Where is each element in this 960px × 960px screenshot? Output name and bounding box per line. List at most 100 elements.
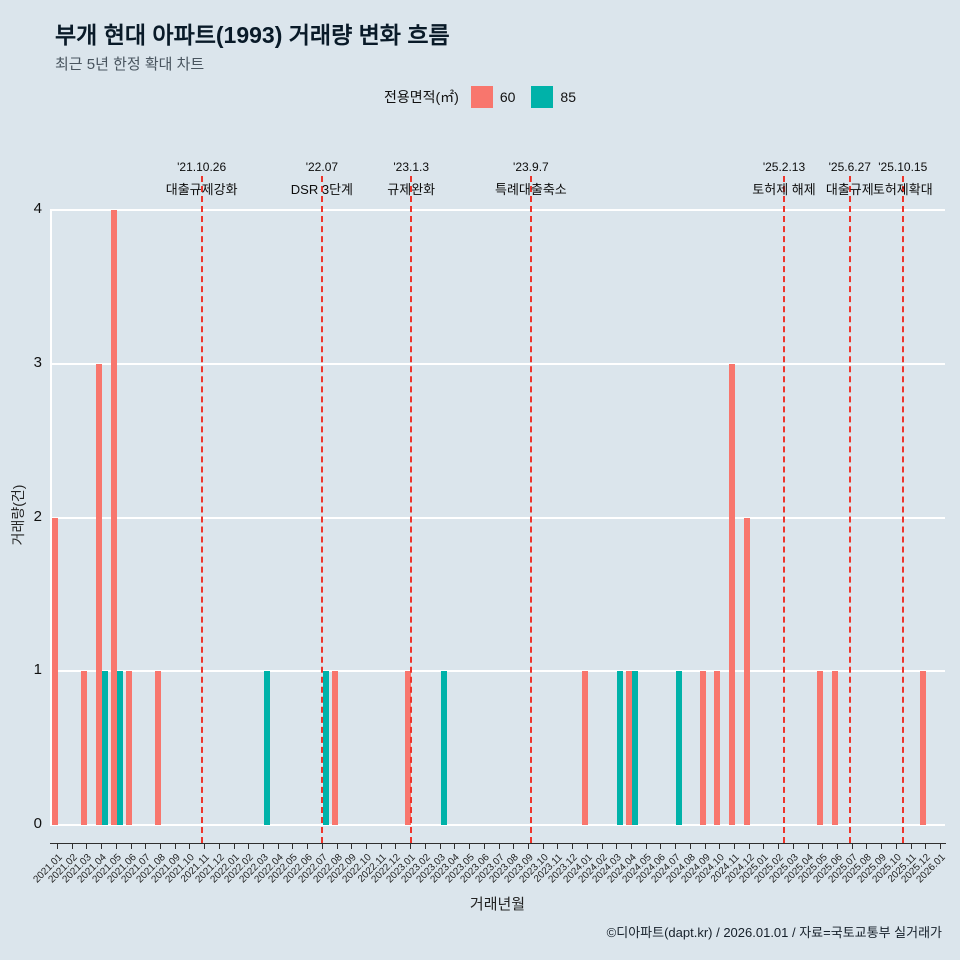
x-tick xyxy=(881,843,883,849)
x-tick xyxy=(527,843,529,849)
y-tick-label: 3 xyxy=(33,353,42,371)
x-tick xyxy=(763,843,765,849)
x-tick xyxy=(616,843,618,849)
x-tick xyxy=(321,843,323,849)
x-tick xyxy=(675,843,677,849)
bar-60-2025.12[interactable] xyxy=(920,671,927,825)
x-tick xyxy=(851,843,853,849)
x-tick xyxy=(218,843,220,849)
x-tick xyxy=(498,843,500,849)
page-subtitle: 최근 5년 한정 확대 차트 xyxy=(55,56,205,73)
annotation-date: '25.2.13 xyxy=(762,160,806,174)
bar-85-2022.07[interactable] xyxy=(322,671,329,825)
legend-item-label: 60 xyxy=(499,89,516,105)
x-tick xyxy=(836,843,838,849)
x-tick xyxy=(557,843,559,849)
bar-85-2023.03[interactable] xyxy=(440,671,447,825)
x-tick xyxy=(307,843,309,849)
x-tick xyxy=(160,843,162,849)
bar-85-2021.05[interactable] xyxy=(116,671,123,825)
annotation-line xyxy=(410,176,413,843)
bar-60-2024.04[interactable] xyxy=(625,671,632,825)
x-tick xyxy=(204,843,206,849)
x-tick xyxy=(395,843,397,849)
bar-60-2021.05[interactable] xyxy=(110,210,117,825)
annotation-date: '25.6.27 xyxy=(828,160,871,174)
x-tick xyxy=(822,843,824,849)
annotation-date: '23.1.3 xyxy=(393,160,430,174)
legend-swatch xyxy=(470,86,493,108)
y-tick-label: 4 xyxy=(33,200,42,217)
x-tick xyxy=(410,843,412,849)
x-tick xyxy=(748,843,750,849)
bar-60-2021.06[interactable] xyxy=(125,671,132,825)
bar-85-2024.03[interactable] xyxy=(617,671,624,825)
x-tick xyxy=(336,843,338,849)
bar-60-2024.11[interactable] xyxy=(728,363,735,825)
page-title: 부개 현대 아파트(1993) 거래량 변화 흐름 xyxy=(55,22,450,48)
bar-85-2024.04[interactable] xyxy=(631,671,638,825)
gridline xyxy=(50,824,945,826)
x-tick xyxy=(689,843,691,849)
x-tick xyxy=(866,843,868,849)
annotation-label: 규제완화 xyxy=(387,182,436,197)
annotation-label: 대출규제강화 xyxy=(165,182,238,197)
x-tick xyxy=(483,843,485,849)
legend-item-60[interactable]: 60 xyxy=(470,86,516,108)
legend: 전용면적(㎡) 60 85 xyxy=(0,86,960,108)
annotation-label: 특례대출축소 xyxy=(494,182,567,197)
annotation-line xyxy=(901,176,904,843)
bar-60-2024.09[interactable] xyxy=(699,671,706,825)
x-tick xyxy=(130,843,132,849)
legend-item-label: 85 xyxy=(560,89,576,105)
bar-60-2024.10[interactable] xyxy=(714,671,721,825)
x-tick xyxy=(351,843,353,849)
bar-85-2022.03[interactable] xyxy=(264,671,271,825)
x-tick xyxy=(630,843,632,849)
legend-title: 전용면적(㎡) xyxy=(383,89,459,105)
x-tick xyxy=(174,843,176,849)
annotation-line xyxy=(848,176,851,843)
bar-60-2024.12[interactable] xyxy=(743,517,750,825)
annotation-date: '23.9.7 xyxy=(513,160,549,174)
x-tick xyxy=(115,843,117,849)
x-axis-title: 거래년월 xyxy=(469,896,526,913)
footer-credit: ©디아파트(dapt.kr) / 2026.01.01 / 자료=국토교통부 실… xyxy=(606,925,942,940)
bar-60-2025.06[interactable] xyxy=(831,671,838,825)
annotation-label: 대출규제 xyxy=(825,182,874,197)
bar-60-2025.05[interactable] xyxy=(817,671,824,825)
bar-85-2024.07[interactable] xyxy=(676,671,683,825)
bar-60-2021.01[interactable] xyxy=(52,517,58,825)
gridline xyxy=(50,516,945,519)
x-tick xyxy=(925,843,927,849)
annotation-label: 토허제확대 xyxy=(872,182,933,197)
x-tick xyxy=(366,843,368,849)
x-tick xyxy=(572,843,574,849)
annotation-line xyxy=(200,176,203,843)
x-tick xyxy=(424,843,426,849)
bar-60-2021.03[interactable] xyxy=(81,671,88,825)
bar-85-2021.04[interactable] xyxy=(102,671,109,825)
gridline xyxy=(50,362,945,365)
bar-60-2021.08[interactable] xyxy=(155,671,162,825)
bar-60-2024.01[interactable] xyxy=(581,671,588,825)
x-tick xyxy=(542,843,544,849)
x-tick xyxy=(704,843,706,849)
y-axis-line xyxy=(50,210,52,825)
x-tick xyxy=(277,843,279,849)
gridline xyxy=(50,670,945,673)
legend-item-85[interactable]: 85 xyxy=(531,86,576,108)
bar-60-2022.08[interactable] xyxy=(331,671,338,825)
x-tick xyxy=(778,843,780,849)
x-tick xyxy=(71,843,73,849)
x-tick xyxy=(601,843,603,849)
x-tick xyxy=(233,843,235,849)
x-tick xyxy=(380,843,382,849)
bar-60-2021.04[interactable] xyxy=(96,363,103,825)
x-tick xyxy=(292,843,294,849)
x-tick xyxy=(645,843,647,849)
x-tick xyxy=(248,843,250,849)
x-tick xyxy=(469,843,471,849)
bar-60-2023.01[interactable] xyxy=(405,671,412,825)
